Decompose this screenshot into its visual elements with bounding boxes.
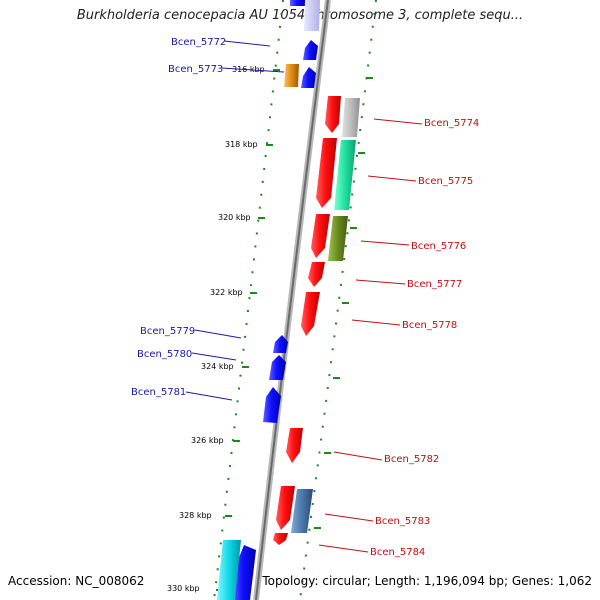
kbp-label: 326 kbp bbox=[191, 436, 224, 445]
gene-bcen-5777 bbox=[308, 262, 325, 287]
gene-label: Bcen_5774 bbox=[424, 118, 479, 129]
gene-label: Bcen_5776 bbox=[411, 241, 466, 252]
gene-bcen-5778 bbox=[301, 292, 320, 336]
gene-large-blue bbox=[232, 545, 256, 600]
gene-bcen-5781 bbox=[263, 387, 281, 423]
cyan-feature bbox=[217, 540, 241, 600]
gene-bcen-5772 bbox=[303, 40, 318, 60]
genome-summary: Topology: circular; Length: 1,196,094 bp… bbox=[262, 574, 592, 588]
kbp-label: 328 kbp bbox=[179, 511, 212, 520]
gene-bcen-5780 bbox=[269, 355, 286, 380]
other-features bbox=[217, 64, 360, 600]
olive-feature bbox=[328, 216, 348, 261]
kbp-label: 320 kbp bbox=[218, 213, 251, 222]
kbp-label: 322 kbp bbox=[210, 288, 243, 297]
grey-feature bbox=[342, 98, 360, 137]
map-title: Burkholderia cenocepacia AU 1054 chromos… bbox=[76, 8, 524, 23]
gene-bcen-5771 bbox=[290, 0, 306, 6]
gene-label: Bcen_5778 bbox=[402, 320, 457, 331]
gene-bcen-5784 bbox=[273, 533, 288, 545]
gene-label: Bcen_5772 bbox=[171, 37, 226, 48]
orange-feature bbox=[284, 64, 299, 87]
right-dotted-track bbox=[299, 0, 377, 600]
kbp-label: 318 kbp bbox=[225, 140, 258, 149]
gene-bcen-5779 bbox=[273, 335, 288, 353]
gene-label: Bcen_5783 bbox=[375, 516, 430, 527]
left-gene-labels: Bcen_5772 Bcen_5773 Bcen_5779 Bcen_5780 … bbox=[131, 37, 285, 401]
gene-label: Bcen_5773 bbox=[168, 64, 223, 75]
gene-label: Bcen_5779 bbox=[140, 326, 195, 337]
kbp-ticks bbox=[216, 69, 373, 591]
teal-feature bbox=[334, 140, 356, 210]
right-gene-labels: Bcen_5774 Bcen_5775 Bcen_5776 Bcen_5777 … bbox=[318, 118, 479, 558]
kbp-label: 324 kbp bbox=[201, 362, 234, 371]
gene-bcen-5782 bbox=[286, 428, 303, 463]
gene-label: Bcen_5777 bbox=[407, 279, 462, 290]
gene-pale-feature bbox=[304, 0, 320, 31]
steel-feature bbox=[291, 489, 313, 533]
chromosome-backbone bbox=[253, 0, 331, 600]
gene-label: Bcen_5781 bbox=[131, 387, 186, 398]
gene-label: Bcen_5775 bbox=[418, 176, 473, 187]
kbp-label: 330 kbp bbox=[167, 584, 200, 593]
gene-bcen-5775 bbox=[316, 138, 337, 208]
reverse-genes bbox=[273, 96, 341, 545]
accession-label: Accession: NC_008062 bbox=[8, 574, 145, 588]
left-dotted-track bbox=[213, 0, 284, 600]
gene-label: Bcen_5780 bbox=[137, 349, 192, 360]
gene-bcen-5773 bbox=[301, 67, 316, 88]
gene-bcen-5783 bbox=[276, 486, 295, 530]
gene-bcen-5774 bbox=[325, 96, 341, 133]
gene-bcen-5776 bbox=[311, 214, 330, 258]
gene-label: Bcen_5782 bbox=[384, 454, 439, 465]
gene-label: Bcen_5784 bbox=[370, 547, 425, 558]
forward-genes bbox=[232, 0, 320, 600]
